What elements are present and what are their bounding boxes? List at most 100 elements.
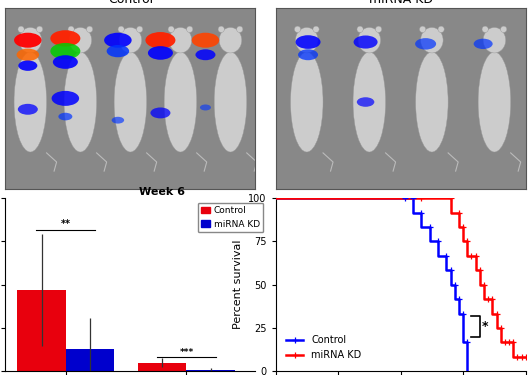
Ellipse shape — [50, 43, 80, 59]
miRNA KD — [510, 355, 516, 359]
Ellipse shape — [296, 27, 318, 53]
Ellipse shape — [358, 27, 381, 53]
Ellipse shape — [357, 97, 374, 107]
miRNA KD — [493, 326, 500, 330]
Ellipse shape — [218, 26, 224, 33]
miRNA KD — [489, 311, 495, 316]
Ellipse shape — [357, 26, 363, 33]
Ellipse shape — [114, 52, 147, 152]
Ellipse shape — [294, 26, 301, 33]
Ellipse shape — [148, 46, 173, 60]
Ellipse shape — [14, 52, 47, 152]
miRNA KD — [456, 225, 462, 229]
Ellipse shape — [219, 27, 242, 53]
Control — [272, 196, 279, 200]
Ellipse shape — [483, 27, 506, 53]
Control — [448, 282, 454, 287]
Ellipse shape — [118, 26, 124, 33]
Ellipse shape — [168, 26, 174, 33]
Ellipse shape — [16, 49, 39, 61]
miRNA KD — [498, 340, 504, 345]
miRNA KD — [485, 297, 491, 302]
Y-axis label: Percent survival: Percent survival — [233, 240, 243, 330]
Ellipse shape — [313, 26, 319, 33]
Ellipse shape — [419, 26, 426, 33]
Ellipse shape — [482, 26, 489, 33]
Control — [460, 340, 466, 345]
Ellipse shape — [107, 45, 129, 57]
Ellipse shape — [375, 26, 382, 33]
Ellipse shape — [68, 26, 74, 33]
miRNA KD — [502, 340, 508, 345]
Ellipse shape — [474, 39, 493, 49]
Ellipse shape — [37, 26, 42, 33]
Bar — [186, 369, 235, 371]
miRNA KD — [477, 282, 483, 287]
Ellipse shape — [186, 26, 193, 33]
Ellipse shape — [478, 52, 511, 152]
Text: Week 6: Week 6 — [140, 188, 185, 197]
Control — [410, 210, 416, 215]
Ellipse shape — [354, 36, 378, 49]
Ellipse shape — [104, 33, 132, 48]
miRNA KD — [506, 340, 512, 345]
Title: miRNA KD: miRNA KD — [369, 0, 433, 6]
Ellipse shape — [237, 26, 243, 33]
Control — [456, 311, 462, 316]
Control — [401, 196, 408, 200]
Ellipse shape — [296, 35, 321, 49]
Ellipse shape — [416, 52, 448, 152]
Ellipse shape — [353, 52, 386, 152]
Ellipse shape — [145, 32, 175, 48]
miRNA KD — [418, 196, 425, 200]
Ellipse shape — [200, 105, 211, 111]
Line: Control: Control — [276, 198, 467, 371]
Ellipse shape — [164, 52, 196, 152]
Control — [443, 268, 450, 273]
Ellipse shape — [119, 27, 142, 53]
Control — [464, 369, 470, 374]
Ellipse shape — [14, 33, 41, 48]
miRNA KD — [518, 355, 525, 359]
Text: *: * — [482, 320, 489, 333]
Ellipse shape — [18, 26, 24, 33]
Ellipse shape — [53, 55, 78, 69]
Text: ***: *** — [179, 348, 194, 357]
Ellipse shape — [195, 49, 216, 60]
Line: miRNA KD: miRNA KD — [276, 198, 526, 357]
miRNA KD — [448, 210, 454, 215]
miRNA KD — [468, 254, 475, 258]
Ellipse shape — [52, 91, 79, 106]
Ellipse shape — [64, 52, 97, 152]
Ellipse shape — [298, 49, 318, 60]
Ellipse shape — [415, 38, 436, 50]
Control — [435, 254, 441, 258]
Ellipse shape — [169, 27, 192, 53]
Legend: Control, miRNA KD: Control, miRNA KD — [198, 202, 263, 232]
miRNA KD — [460, 239, 466, 244]
Legend: Control, miRNA KD: Control, miRNA KD — [283, 332, 364, 363]
Ellipse shape — [150, 108, 170, 118]
Ellipse shape — [112, 117, 124, 124]
Ellipse shape — [192, 33, 219, 48]
Bar — [138, 363, 186, 371]
Ellipse shape — [214, 52, 247, 152]
Ellipse shape — [50, 30, 80, 46]
Ellipse shape — [136, 26, 143, 33]
Ellipse shape — [421, 27, 443, 53]
Control — [426, 239, 433, 244]
miRNA KD — [464, 254, 470, 258]
Ellipse shape — [438, 26, 444, 33]
Ellipse shape — [290, 52, 323, 152]
Ellipse shape — [501, 26, 507, 33]
miRNA KD — [481, 297, 487, 302]
Ellipse shape — [87, 26, 93, 33]
Ellipse shape — [69, 27, 92, 53]
Ellipse shape — [19, 27, 41, 53]
Ellipse shape — [18, 60, 37, 71]
miRNA KD — [523, 355, 529, 359]
miRNA KD — [272, 196, 279, 200]
Bar — [18, 290, 66, 371]
miRNA KD — [514, 355, 520, 359]
Ellipse shape — [58, 113, 72, 120]
